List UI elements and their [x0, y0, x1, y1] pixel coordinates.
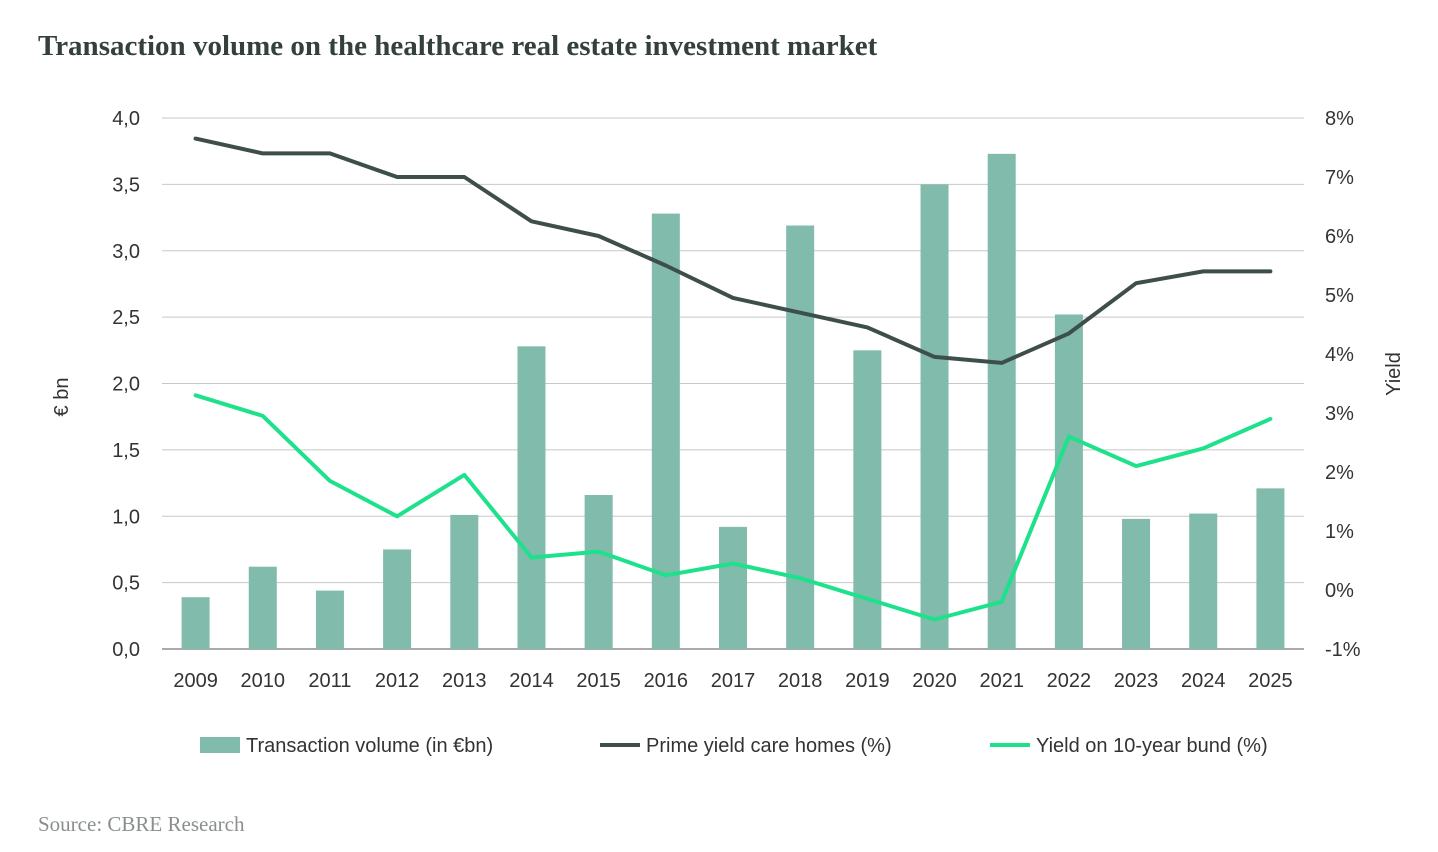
y-tick-label: 1,0 — [112, 506, 140, 528]
bar — [853, 350, 882, 649]
bar — [584, 495, 613, 649]
x-tick-label: 2010 — [241, 670, 286, 692]
x-tick-label: 2024 — [1181, 670, 1226, 692]
bar — [1054, 314, 1083, 649]
y-tick-label: 1,5 — [112, 440, 140, 462]
y2-tick-label: 7% — [1325, 167, 1354, 189]
source-note: Source: CBRE Research — [38, 812, 245, 836]
bar — [315, 590, 344, 649]
y2-tick-label: 6% — [1325, 226, 1354, 248]
y2-tick-label: 1% — [1325, 521, 1354, 543]
legend: Transaction volume (in €bn) Prime yield c… — [200, 735, 1268, 757]
x-tick-label: 2017 — [711, 670, 756, 692]
x-tick-label: 2016 — [644, 670, 689, 692]
legend-swatch-bar — [200, 737, 240, 753]
y2-tick-label: 2% — [1325, 462, 1354, 484]
bar — [987, 153, 1016, 649]
y-tick-label: 3,5 — [112, 174, 140, 196]
bar — [786, 225, 815, 649]
x-tick-label: 2019 — [845, 670, 890, 692]
x-tick-label: 2021 — [979, 670, 1024, 692]
y2-tick-label: 8% — [1325, 108, 1354, 130]
bar — [1189, 513, 1218, 649]
bund-yield-line — [193, 393, 1273, 622]
prime-yield-line — [193, 136, 1273, 365]
x-tick-label: 2013 — [442, 670, 487, 692]
bar — [517, 346, 546, 649]
bar — [920, 184, 949, 649]
y-tick-label: 3,0 — [112, 241, 140, 263]
y2-tick-label: 5% — [1325, 285, 1354, 307]
bar — [450, 514, 479, 649]
x-tick-label: 2025 — [1248, 670, 1293, 692]
x-tick-label: 2011 — [308, 670, 351, 692]
x-tick-label: 2009 — [173, 670, 218, 692]
bar — [651, 213, 680, 649]
bar — [1256, 488, 1285, 649]
y-tick-label: 2,5 — [112, 307, 140, 329]
bar — [719, 526, 747, 649]
y-tick-label: 2,0 — [112, 374, 140, 396]
y-tick-label: 0,0 — [112, 639, 140, 661]
x-tick-label: 2018 — [778, 670, 823, 692]
legend-label: Yield on 10-year bund (%) — [1036, 735, 1268, 757]
y-tick-label: 0,5 — [112, 573, 140, 595]
x-tick-label: 2022 — [1047, 670, 1092, 692]
y2-tick-label: 4% — [1325, 344, 1354, 366]
bar — [248, 566, 277, 649]
bar — [383, 549, 412, 649]
x-tick-label: 2014 — [509, 670, 554, 692]
y2-axis-label: Yield — [1383, 352, 1405, 396]
y-axis-label: € bn — [51, 378, 73, 417]
legend-label: Prime yield care homes (%) — [646, 735, 892, 757]
x-tick-label: 2020 — [912, 670, 957, 692]
x-tick-label: 2023 — [1114, 670, 1159, 692]
y2-tick-label: 3% — [1325, 403, 1354, 425]
x-tick-label: 2015 — [576, 670, 621, 692]
legend-label: Transaction volume (in €bn) — [246, 735, 493, 757]
bar — [181, 597, 210, 649]
chart-title: Transaction volume on the healthcare rea… — [38, 30, 878, 62]
y2-tick-label: -1% — [1325, 639, 1361, 661]
bar — [1122, 518, 1151, 649]
y2-tick-label: 0% — [1325, 580, 1354, 602]
y-tick-label: 4,0 — [112, 108, 140, 130]
x-tick-label: 2012 — [375, 670, 420, 692]
